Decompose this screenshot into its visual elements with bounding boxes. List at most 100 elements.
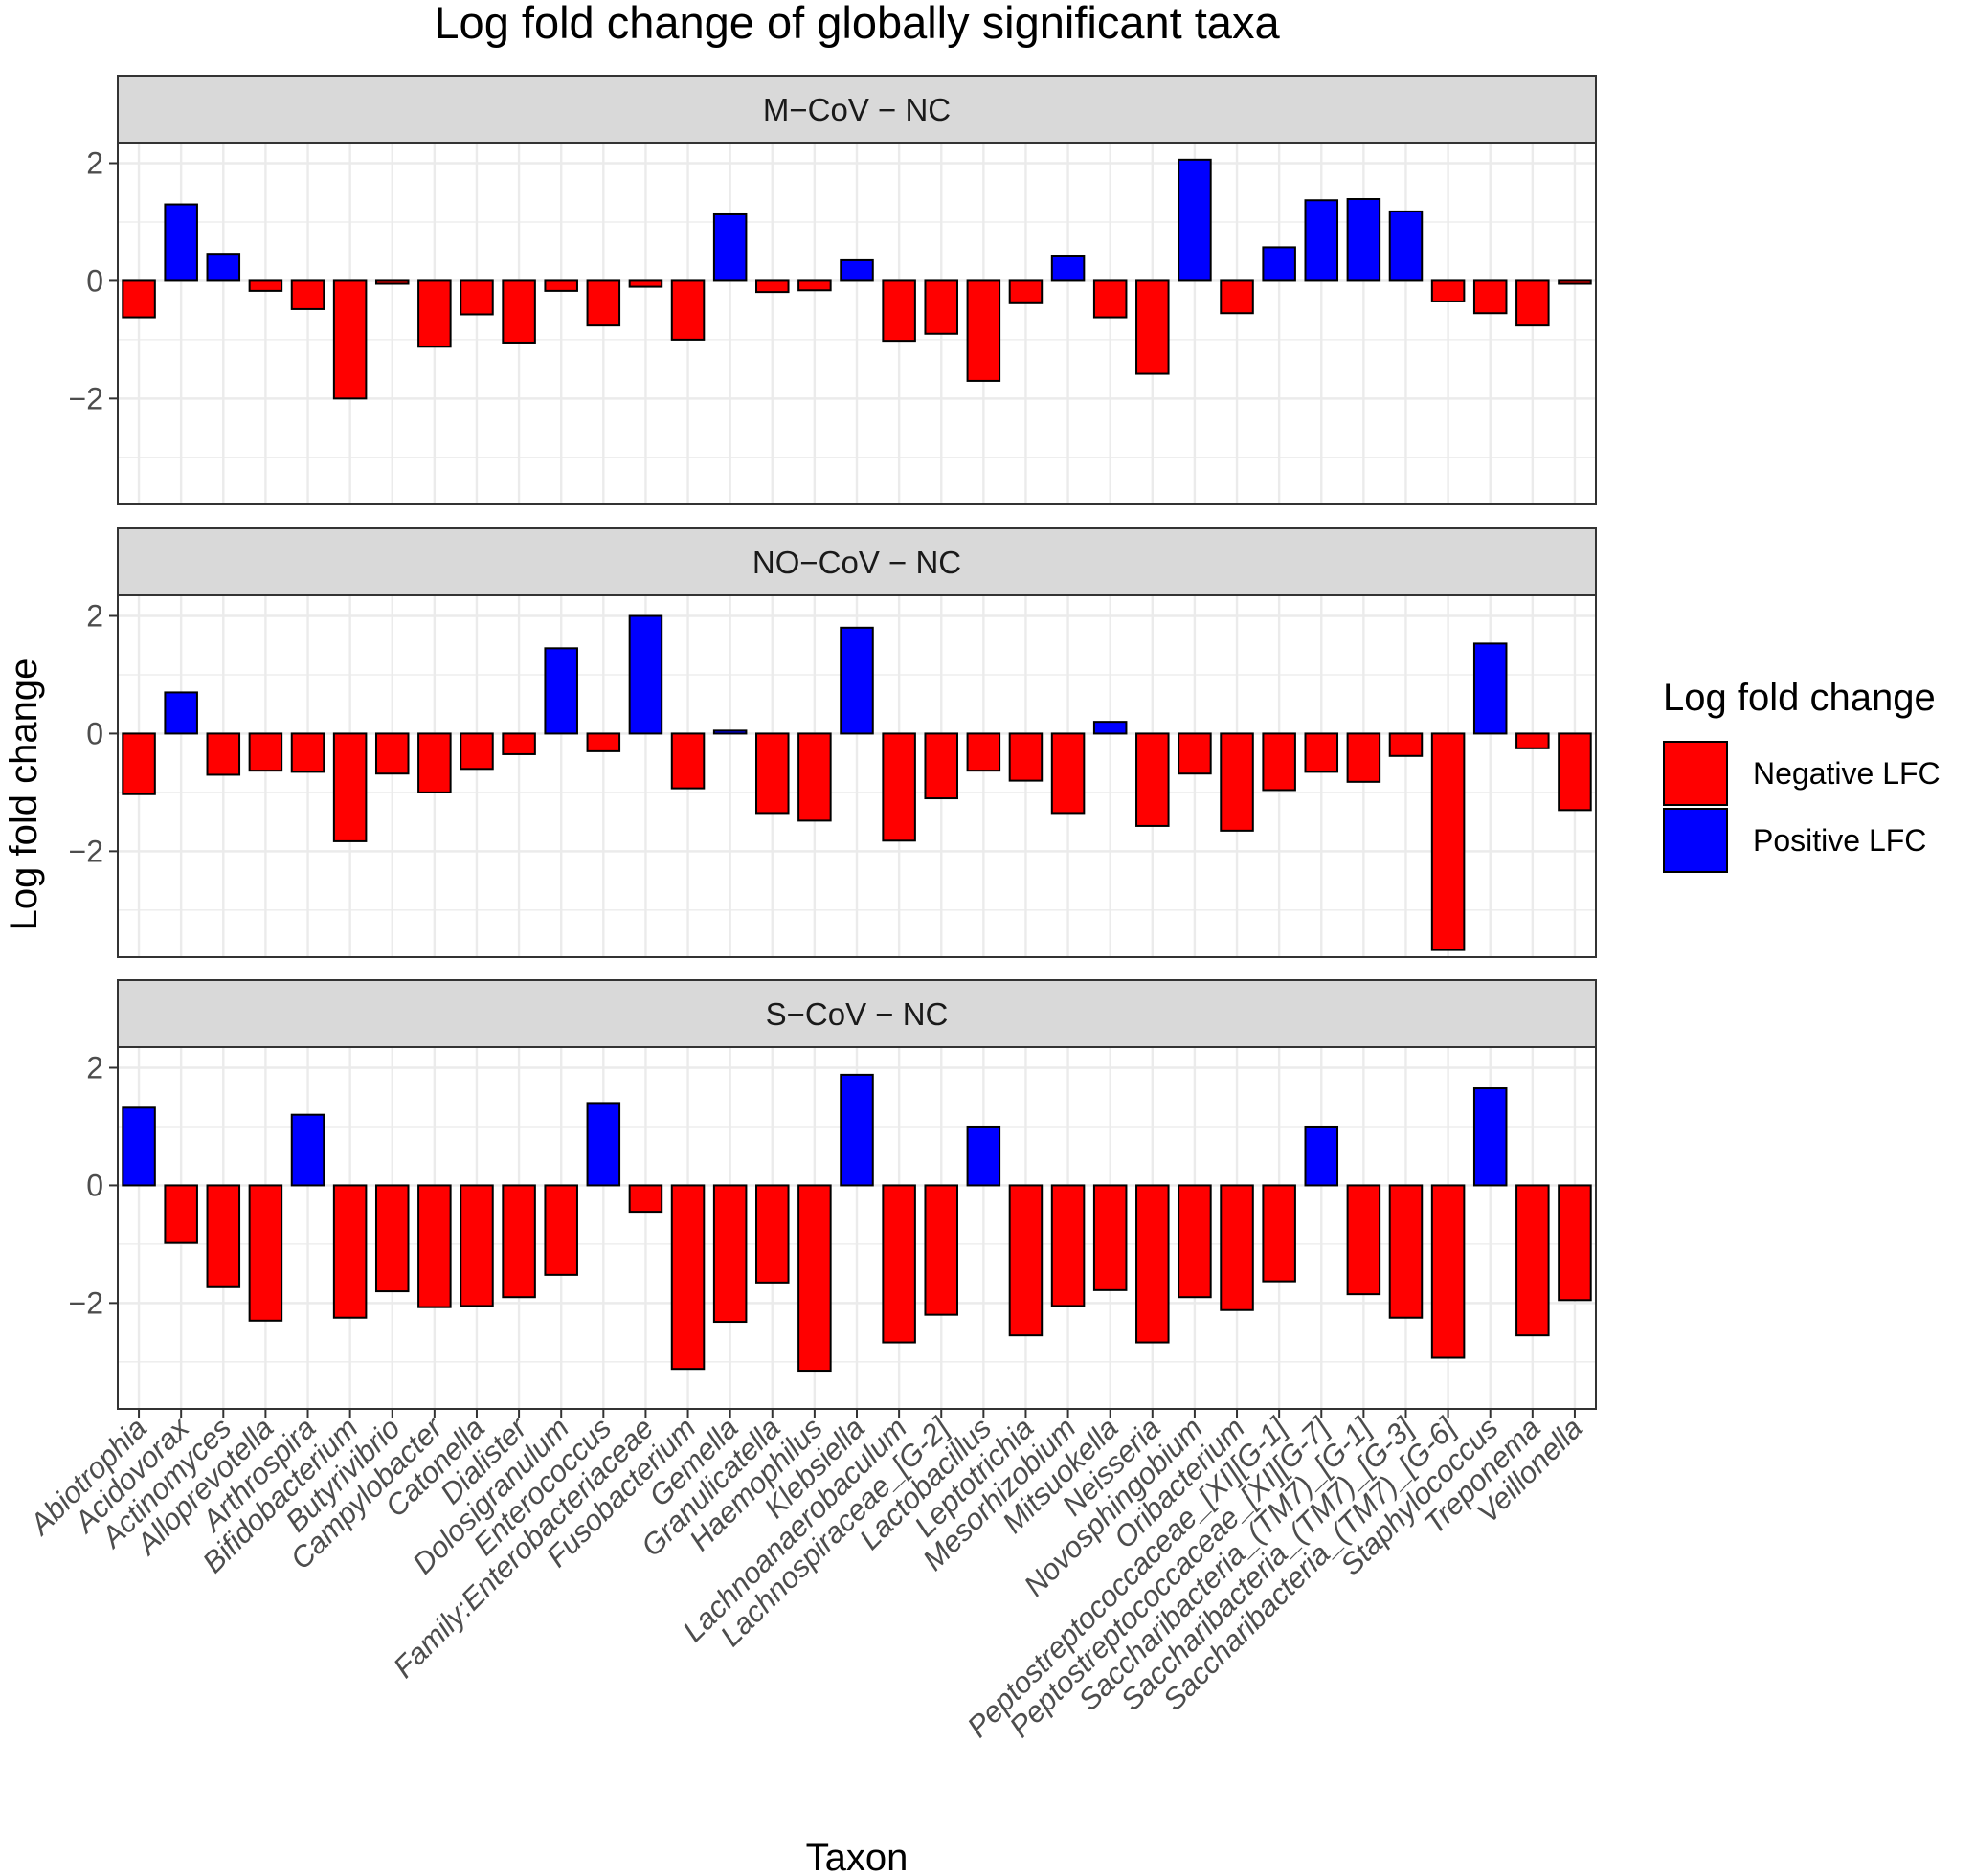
bar-mitsuokella xyxy=(1092,1184,1128,1291)
bar-catonella xyxy=(460,1184,494,1307)
y-tick-label: −2 xyxy=(69,381,103,415)
bar-saccharibacteria-tm7-g-3- xyxy=(1388,732,1424,757)
bar-actinomyces xyxy=(206,732,241,776)
bar-gemella xyxy=(712,729,748,735)
bar-oribacterium xyxy=(1220,1184,1254,1311)
bar-lachnoanaerobaculum xyxy=(882,279,916,343)
bar-actinomyces xyxy=(206,1184,241,1288)
bar-saccharibacteria-tm7-g-6- xyxy=(1430,1184,1466,1359)
bar-enterococcus xyxy=(586,1102,621,1187)
bar-treponema xyxy=(1515,279,1550,327)
bar-bifidobacterium xyxy=(332,1184,368,1319)
strip-label: M−CoV − NC xyxy=(763,92,951,127)
bar-gemella xyxy=(712,212,748,282)
bar-granulicatella xyxy=(755,732,790,815)
bar-peptostreptococcaceae-xi-g-1- xyxy=(1262,1184,1296,1283)
bar-saccharibacteria-tm7-g-3- xyxy=(1388,1184,1424,1319)
bar-mesorhizobium xyxy=(1050,1184,1086,1307)
panel-3: S−CoV − NC −2 0 2 xyxy=(69,979,1597,1418)
bar-lachnospiraceae-g-2- xyxy=(924,732,958,800)
bar-saccharibacteria-tm7-g-6- xyxy=(1430,279,1466,302)
bar-butyrivibrio xyxy=(374,1184,410,1293)
bar-peptostreptococcaceae-xi-g-1- xyxy=(1262,732,1296,792)
bar-acidovorax xyxy=(164,203,198,282)
bar-arthrospira xyxy=(290,279,325,310)
legend-label-negative: Negative LFC xyxy=(1753,756,1941,791)
bar-lactobacillus xyxy=(966,732,1001,772)
bar-arthrospira xyxy=(290,1113,325,1187)
bar-klebsiella xyxy=(840,258,874,282)
bar-bifidobacterium xyxy=(332,732,368,842)
bar-mesorhizobium xyxy=(1050,732,1086,815)
bar-peptostreptococcaceae-xi-g-1- xyxy=(1262,246,1296,282)
bar-leptotrichia xyxy=(1008,279,1044,304)
bar-novosphingobium xyxy=(1178,732,1212,775)
chart-title: Log fold change of globally significant … xyxy=(434,0,1280,48)
bar-haemophilus xyxy=(797,279,832,292)
bar-family-enterobacteriaceae xyxy=(628,1184,663,1214)
bar-butyrivibrio xyxy=(374,279,410,285)
bar-veillonella xyxy=(1558,279,1592,285)
bar-alloprevotella xyxy=(248,279,283,292)
bar-mesorhizobium xyxy=(1050,255,1086,282)
panel-1: M−CoV − NC −2 0 2 xyxy=(69,75,1597,505)
strip-label: S−CoV − NC xyxy=(766,996,949,1032)
bar-saccharibacteria-tm7-g-3- xyxy=(1388,210,1424,282)
bar-abiotrophia xyxy=(122,1106,156,1187)
bar-abiotrophia xyxy=(122,732,156,795)
bar-granulicatella xyxy=(755,279,790,294)
bar-bifidobacterium xyxy=(332,279,368,400)
panel-2: NO−CoV − NC −2 0 2 xyxy=(69,527,1597,958)
bar-saccharibacteria-tm7-g-1- xyxy=(1346,732,1381,783)
legend: Log fold change Negative LFC Positive LF… xyxy=(1663,677,1941,873)
bar-oribacterium xyxy=(1220,279,1254,315)
legend-key-negative xyxy=(1663,741,1728,806)
legend-title: Log fold change xyxy=(1663,677,1936,719)
bar-actinomyces xyxy=(206,253,241,282)
strip-background xyxy=(117,75,1597,144)
bar-fusobacterium xyxy=(670,279,706,341)
bar-acidovorax xyxy=(164,691,198,735)
bar-dolosigranulum xyxy=(544,1184,578,1276)
bar-lachnoanaerobaculum xyxy=(882,732,916,842)
bar-dialister xyxy=(502,1184,536,1299)
legend-key-positive xyxy=(1663,808,1728,873)
bar-fusobacterium xyxy=(670,1184,706,1371)
bar-staphylococcus xyxy=(1472,279,1508,315)
bar-mitsuokella xyxy=(1092,279,1128,319)
bar-arthrospira xyxy=(290,732,325,773)
bar-neisseria xyxy=(1135,279,1170,375)
bar-saccharibacteria-tm7-g-6- xyxy=(1430,732,1466,951)
strip-label: NO−CoV − NC xyxy=(752,545,961,580)
bar-catonella xyxy=(460,732,494,770)
bar-lactobacillus xyxy=(966,1125,1001,1187)
panel-border xyxy=(117,594,1597,958)
bar-fusobacterium xyxy=(670,732,706,790)
bar-novosphingobium xyxy=(1178,158,1212,282)
bar-treponema xyxy=(1515,732,1550,749)
bar-leptotrichia xyxy=(1008,1184,1044,1337)
bar-enterococcus xyxy=(586,279,621,327)
bar-veillonella xyxy=(1558,732,1592,812)
bar-haemophilus xyxy=(797,1184,832,1373)
bar-enterococcus xyxy=(586,732,621,752)
y-tick-label: 0 xyxy=(86,716,103,750)
bar-klebsiella xyxy=(840,626,874,735)
y-axis-title: Log fold change xyxy=(3,659,45,931)
bar-neisseria xyxy=(1135,1184,1170,1344)
bar-mitsuokella xyxy=(1092,721,1128,735)
bar-neisseria xyxy=(1135,732,1170,827)
y-tick-label: 0 xyxy=(86,1168,103,1202)
bar-klebsiella xyxy=(840,1073,874,1187)
bar-peptostreptococcaceae-xi-g-7- xyxy=(1304,732,1339,773)
bar-leptotrichia xyxy=(1008,732,1044,782)
bar-veillonella xyxy=(1558,1184,1592,1302)
x-axis-title: Taxon xyxy=(806,1837,909,1876)
bar-lachnoanaerobaculum xyxy=(882,1184,916,1344)
bar-campylobacter xyxy=(417,732,452,793)
y-tick-label: 2 xyxy=(86,146,103,181)
bar-butyrivibrio xyxy=(374,732,410,775)
bar-family-enterobacteriaceae xyxy=(628,614,663,735)
facet-panels: M−CoV − NC −2 0 2 NO−CoV − NC −2 0 2 S−CoV − NC −… xyxy=(69,75,1597,1418)
